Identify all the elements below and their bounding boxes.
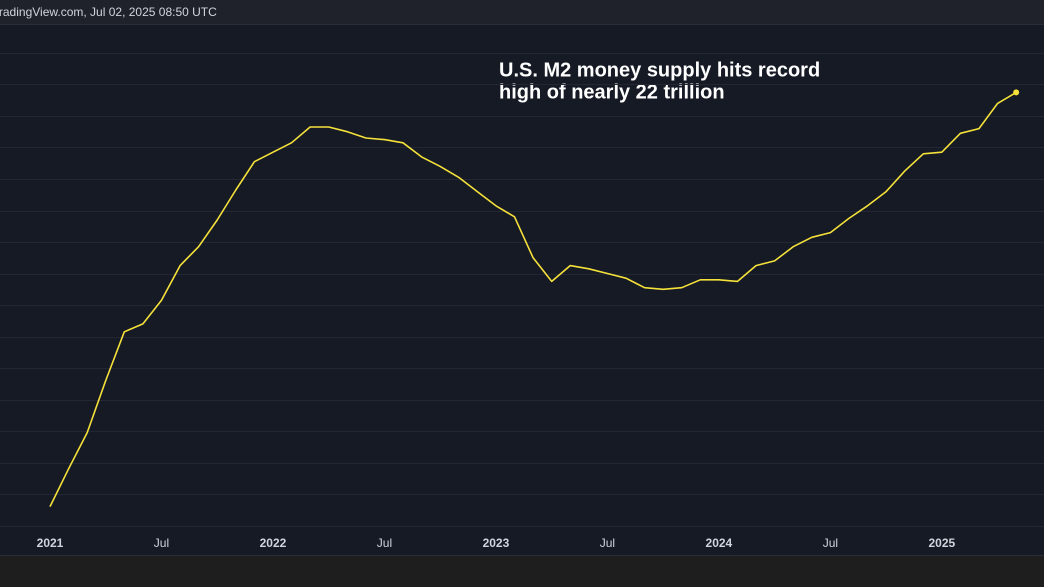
x-tick-label: Jul xyxy=(823,536,838,550)
x-tick-label: Jul xyxy=(154,536,169,550)
source: TradingView.com, Jul 02, 2025 08:50 UTC xyxy=(0,5,217,19)
annotation: U.S. M2 money supply hits record xyxy=(499,59,820,81)
top-bar xyxy=(0,0,1044,24)
last-point xyxy=(1013,89,1020,96)
plot-area xyxy=(0,24,1044,555)
annotation: high of nearly 22 trillion xyxy=(499,81,725,103)
x-tick-label: 2025 xyxy=(928,536,955,550)
series-line xyxy=(49,91,1017,507)
x-tick-label: 2023 xyxy=(483,536,510,550)
bottom-bar xyxy=(0,555,1044,587)
x-tick-label: 2022 xyxy=(260,536,287,550)
x-tick-label: 2024 xyxy=(706,536,733,550)
x-tick-label: Jul xyxy=(600,536,615,550)
x-tick-label: Jul xyxy=(377,536,392,550)
x-tick-label: 2021 xyxy=(37,536,64,550)
